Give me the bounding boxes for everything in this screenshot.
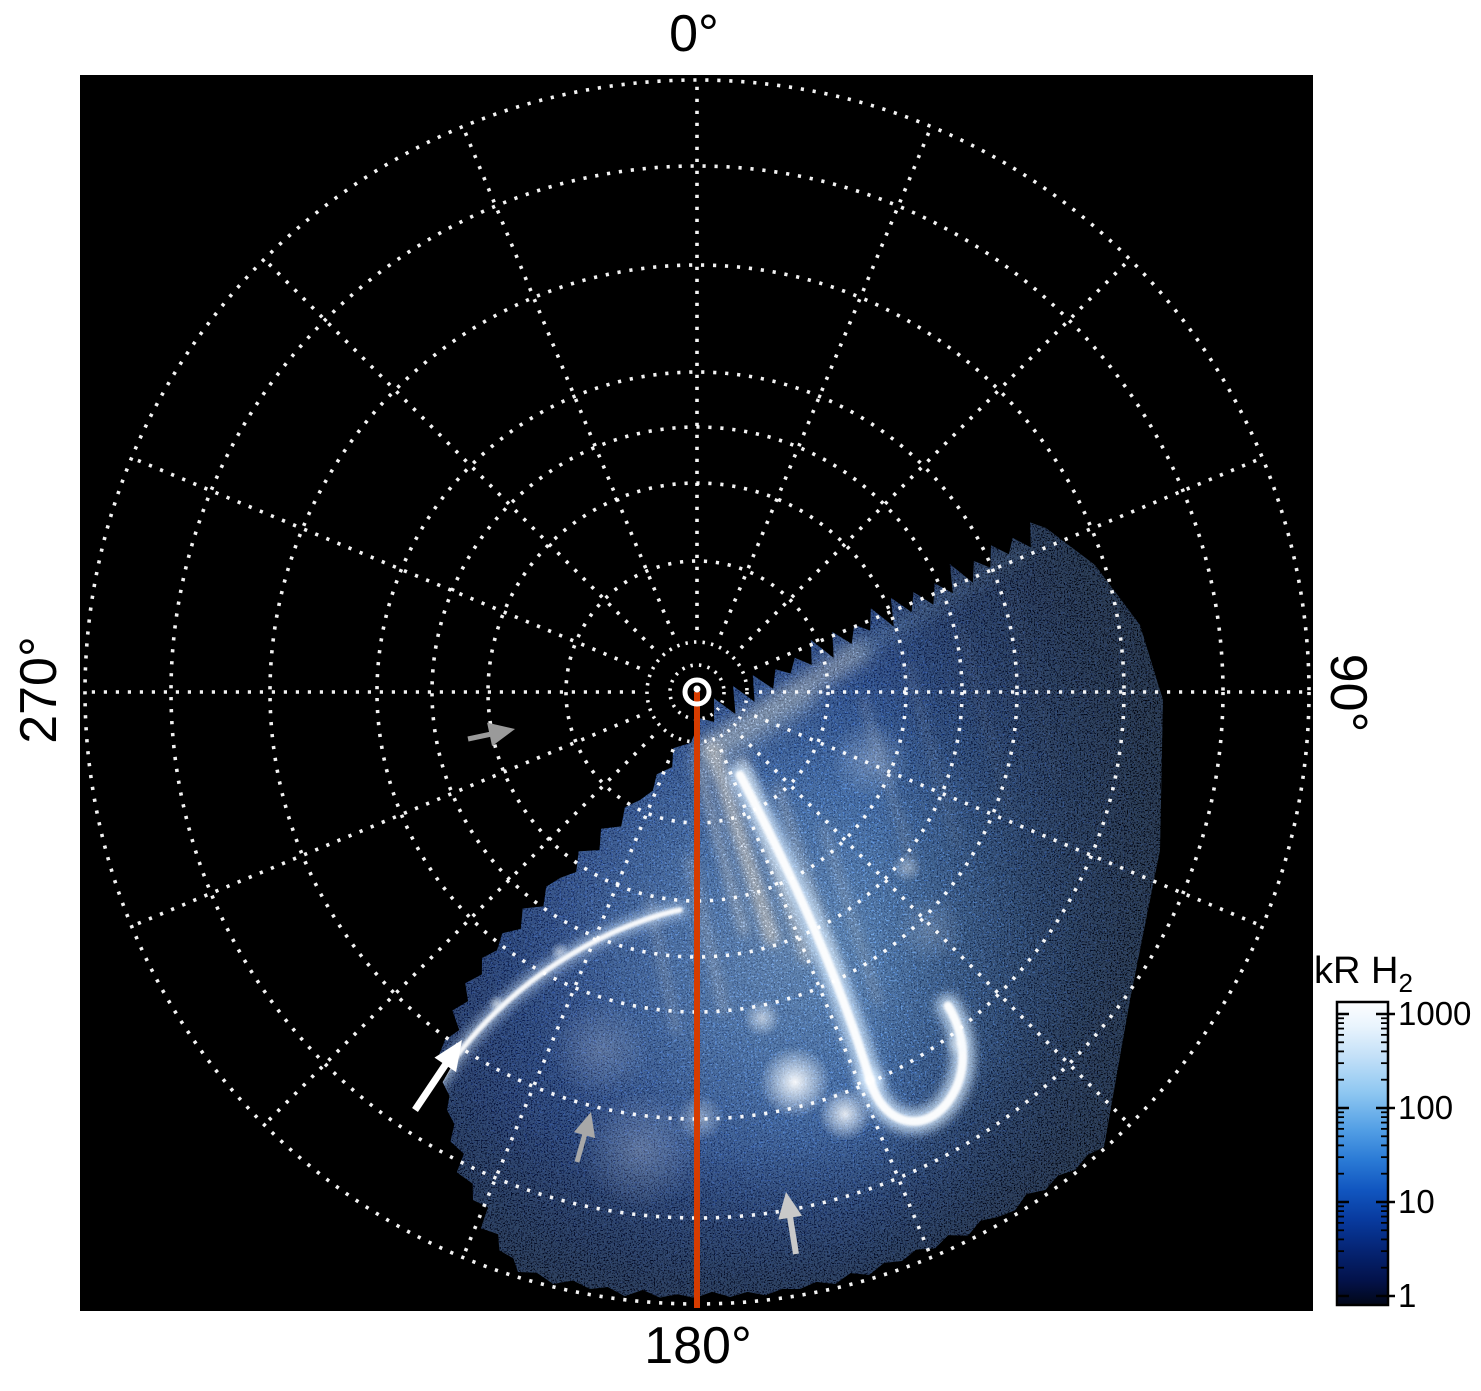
gray-arrow-bottom [778, 1192, 802, 1255]
bright-blob [945, 1031, 971, 1057]
thin-arc-core [439, 907, 683, 1103]
bright-blob [891, 853, 921, 883]
grid-circle [268, 263, 1126, 1121]
pole-dot [693, 685, 701, 693]
grid-spoke [719, 125, 933, 636]
colorbar-tick-label: 1 [1398, 1277, 1417, 1314]
colorbar-tick-label: 10 [1398, 1183, 1435, 1220]
angle-label-180: 180° [644, 1317, 752, 1375]
grid-circle [375, 370, 1019, 1014]
grid-spoke [262, 257, 655, 650]
bright-blob [550, 942, 570, 962]
white-arrow [412, 1040, 462, 1112]
bright-blob [580, 1090, 700, 1210]
bright-blob [818, 1087, 872, 1141]
grid-spoke [739, 257, 1132, 650]
bright-blob [895, 895, 965, 965]
auroral-arc-core [735, 770, 875, 1085]
annotation-arrows [412, 722, 802, 1255]
angle-label-270: 270° [10, 636, 68, 744]
gray-arrow-mid [573, 1112, 596, 1163]
grid-spoke [262, 734, 655, 1127]
colorbar-tick-label: 100 [1398, 1089, 1454, 1126]
center-marker [682, 677, 712, 707]
bright-blob [488, 995, 506, 1013]
bright-blob [743, 999, 781, 1037]
grid-circle [430, 425, 964, 959]
grid-spoke [461, 125, 675, 636]
grid-spoke [461, 748, 675, 1259]
colorbar-title-subscript: 2 [1398, 968, 1413, 998]
grid-spoke [753, 714, 1264, 928]
grid-spoke [719, 748, 933, 1259]
angle-label-0: 0° [669, 5, 719, 63]
angle-label-90: 90° [1319, 653, 1377, 733]
bright-blob [550, 1000, 650, 1100]
pole-ring [682, 677, 712, 707]
grid-spoke [739, 734, 1132, 1127]
colorbar-tick-label: 1000 [1398, 995, 1472, 1032]
bright-blob [830, 720, 910, 800]
grid-spoke [753, 456, 1264, 670]
bright-blob [759, 1046, 831, 1118]
grid-spoke [130, 456, 641, 670]
colorbar [1335, 1000, 1395, 1307]
gray-arrow-right [467, 722, 515, 747]
colorbar-title: kR H2 [1314, 950, 1413, 999]
grid-spoke [130, 714, 641, 928]
colorbar-title-text: kR H [1314, 950, 1399, 992]
grid-circle [668, 663, 726, 721]
grid-circle [169, 164, 1225, 1220]
colorbar-gradient [1335, 1000, 1390, 1307]
